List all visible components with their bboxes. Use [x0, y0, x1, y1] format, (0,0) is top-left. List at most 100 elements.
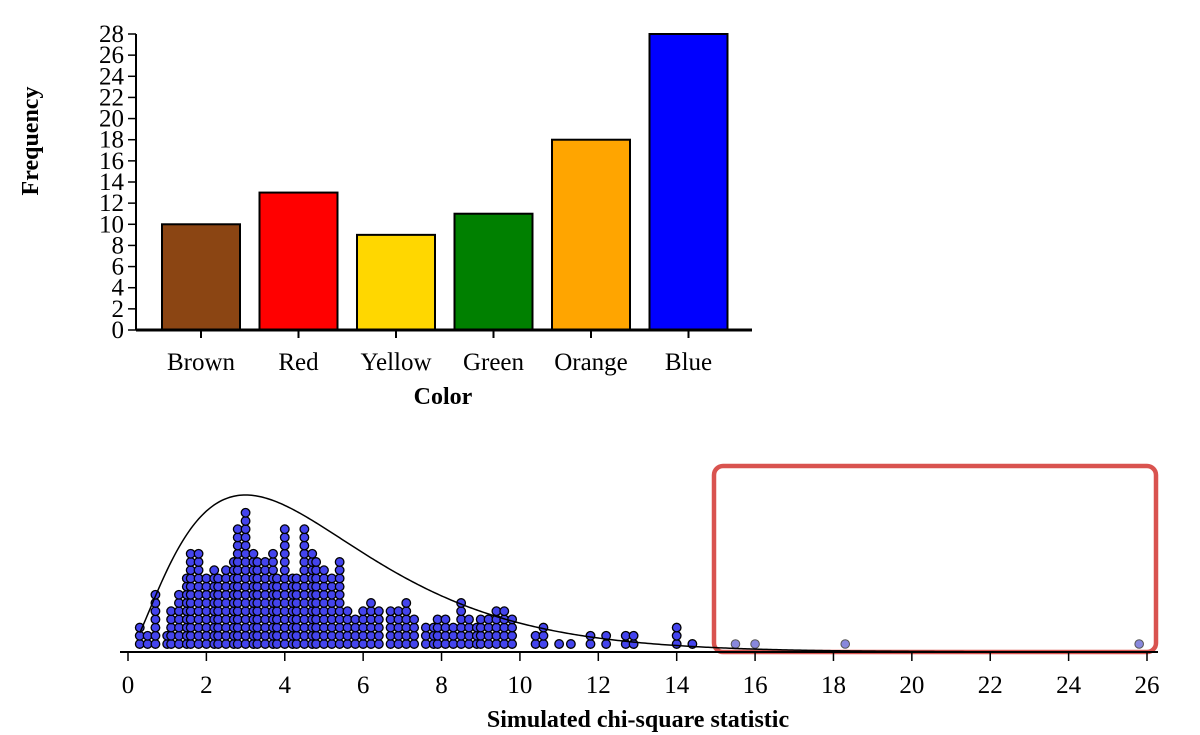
dot-x-tick-label: 10 [507, 672, 532, 699]
x-tick-label: Brown [167, 349, 236, 376]
dot [373, 606, 384, 617]
dot [150, 622, 161, 633]
y-axis-title: Frequency [18, 87, 44, 196]
dot [507, 639, 518, 649]
dot [240, 516, 251, 526]
x-tick-label: Yellow [360, 349, 431, 376]
y-tick-label: 28 [99, 21, 124, 48]
dot [373, 630, 384, 641]
dot [342, 606, 353, 617]
y-tick-label: 6 [112, 254, 125, 281]
highlighted-dot [750, 639, 760, 649]
highlighted-dot [730, 639, 741, 649]
dot [248, 548, 259, 559]
dot [279, 532, 290, 543]
dot [268, 548, 278, 559]
dot [334, 598, 345, 608]
dot [240, 507, 251, 518]
dot [409, 614, 420, 625]
dot [334, 557, 345, 567]
y-tick-label: 26 [99, 42, 124, 69]
dot [671, 630, 682, 641]
bar-green [453, 212, 534, 331]
dot [507, 630, 518, 641]
dot [268, 557, 278, 567]
dot-x-tick-label: 0 [122, 672, 135, 699]
dot [240, 532, 251, 543]
dot-x-tick-label: 2 [200, 672, 213, 699]
x-tick-label: Orange [554, 349, 628, 376]
y-tick-label: 22 [99, 84, 124, 111]
dot [334, 573, 345, 584]
dot-x-tick-label: 14 [664, 672, 690, 699]
dot [409, 622, 420, 633]
dot-plot: 0 2 4 6 8 10 12 14 16 18 20 22 24 26 Simulated chi-sq… [120, 463, 1160, 733]
dot [538, 630, 549, 641]
dot [150, 630, 161, 641]
dot [299, 540, 310, 551]
dot [601, 630, 612, 641]
highlighted-dots [730, 639, 1144, 649]
dot [373, 614, 384, 625]
dot-x-tick-label: 20 [899, 672, 924, 699]
dot [565, 639, 576, 649]
dot [628, 630, 639, 641]
highlighted-dot [1134, 639, 1144, 649]
dot-x-axis-ticks: 0 2 4 6 8 10 12 14 16 18 20 22 24 26 [122, 652, 1160, 699]
dot-x-tick-label: 22 [978, 672, 1003, 699]
x-axis-title: Color [414, 384, 473, 410]
dot [150, 606, 161, 617]
dot [240, 524, 251, 535]
dot-x-tick-label: 8 [435, 672, 448, 699]
dot [311, 557, 322, 567]
dot [334, 581, 345, 592]
y-tick-label: 4 [112, 275, 125, 302]
bar-red [258, 191, 339, 331]
dot [307, 548, 318, 559]
dot [334, 589, 345, 600]
highlighted-dot [840, 639, 851, 649]
dot [456, 606, 467, 617]
dot [279, 557, 290, 567]
dot [279, 548, 290, 559]
x-tick-label: Green [463, 349, 525, 376]
dot [373, 622, 384, 633]
dot [193, 557, 204, 567]
y-tick-label: 14 [99, 169, 125, 196]
dot-x-tick-label: 18 [821, 672, 846, 699]
y-tick-label: 10 [99, 211, 124, 238]
dot-x-tick-label: 26 [1135, 672, 1160, 699]
dot [334, 565, 345, 576]
dot [538, 639, 549, 649]
dot [279, 565, 290, 576]
dot [240, 540, 251, 551]
dot [193, 548, 204, 559]
dot [366, 598, 376, 608]
x-tick-label: Blue [665, 349, 712, 376]
y-tick-label: 18 [99, 127, 124, 154]
highlight-box [711, 463, 1159, 655]
dot [499, 606, 510, 617]
y-tick-label: 24 [99, 63, 125, 90]
dot-x-tick-label: 6 [357, 672, 370, 699]
dot [409, 639, 420, 649]
dot [507, 622, 518, 633]
dot-x-tick-label: 12 [586, 672, 611, 699]
dot [585, 639, 596, 649]
dot [268, 565, 278, 576]
bar-series [161, 33, 729, 332]
dot [319, 565, 329, 576]
dot-x-tick-label: 24 [1056, 672, 1082, 699]
bar-blue [648, 33, 729, 331]
dot [150, 639, 161, 649]
y-tick-label: 8 [112, 232, 125, 259]
bar-orange [551, 138, 631, 331]
dot-x-tick-label: 4 [279, 672, 292, 699]
dot [209, 565, 220, 576]
x-axis-ticks: Brown Red Yellow Green Orange Blue [167, 330, 712, 376]
dot [193, 565, 204, 576]
y-tick-label: 12 [99, 190, 124, 217]
dot [671, 639, 682, 649]
